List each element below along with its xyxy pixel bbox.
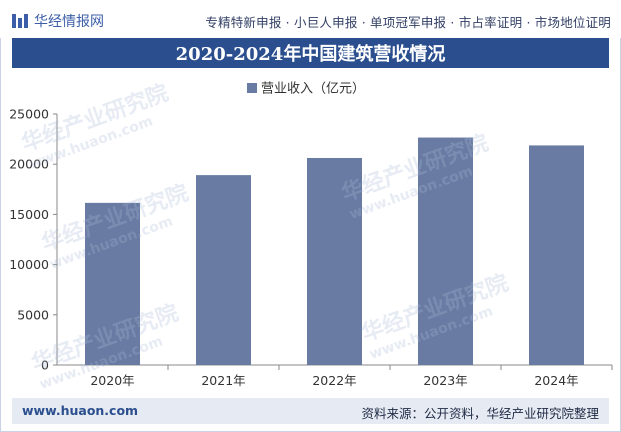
y-tick-label: 0	[41, 358, 49, 373]
legend-label: 营业收入（亿元）	[261, 82, 365, 97]
y-tick-label: 10000	[9, 257, 49, 272]
x-tick-label: 2021年	[201, 373, 245, 388]
x-tick-label: 2024年	[534, 373, 578, 388]
header-service-links[interactable]: 专精特新申报 · 小巨人申报 · 单项冠军申报 · 市占率证明 · 市场地位证明	[205, 15, 611, 30]
y-tick-label: 5000	[17, 307, 49, 322]
y-tick-label: 15000	[9, 207, 49, 222]
bar-chart: 营业收入（亿元） 0 5000 10000 15000 20000 25000 2020年 20…	[9, 82, 613, 388]
y-tick-label: 25000	[9, 107, 49, 122]
bar	[85, 202, 140, 365]
top-header: 华经情报网 专精特新申报 · 小巨人申报 · 单项冠军申报 · 市占率证明 · …	[0, 0, 621, 38]
footer-source: 资料来源：公开资料，华经产业研究院整理	[361, 406, 599, 421]
x-tick-label: 2023年	[423, 373, 467, 388]
logo-bars-icon	[12, 13, 28, 29]
footer-band: www.huaon.com 资料来源：公开资料，华经产业研究院整理	[12, 398, 609, 424]
chart-title: 2020-2024年中国建筑营收情况	[175, 44, 446, 65]
chart-area: 营业收入（亿元） 0 5000 10000 15000 20000 25000 2020年 20…	[0, 68, 621, 398]
bar	[196, 175, 251, 365]
y-tick-label: 20000	[9, 157, 49, 172]
x-tick-label: 2020年	[90, 373, 134, 388]
site-logo[interactable]: 华经情报网	[12, 11, 104, 31]
bar	[529, 145, 584, 365]
logo-text: 华经情报网	[34, 14, 104, 30]
footer-website[interactable]: www.huaon.com	[22, 403, 139, 418]
chart-title-band: 2020-2024年中国建筑营收情况	[12, 38, 609, 68]
bar	[307, 157, 362, 365]
x-tick-label: 2022年	[312, 373, 356, 388]
legend-swatch	[247, 83, 257, 93]
bar	[418, 137, 473, 365]
